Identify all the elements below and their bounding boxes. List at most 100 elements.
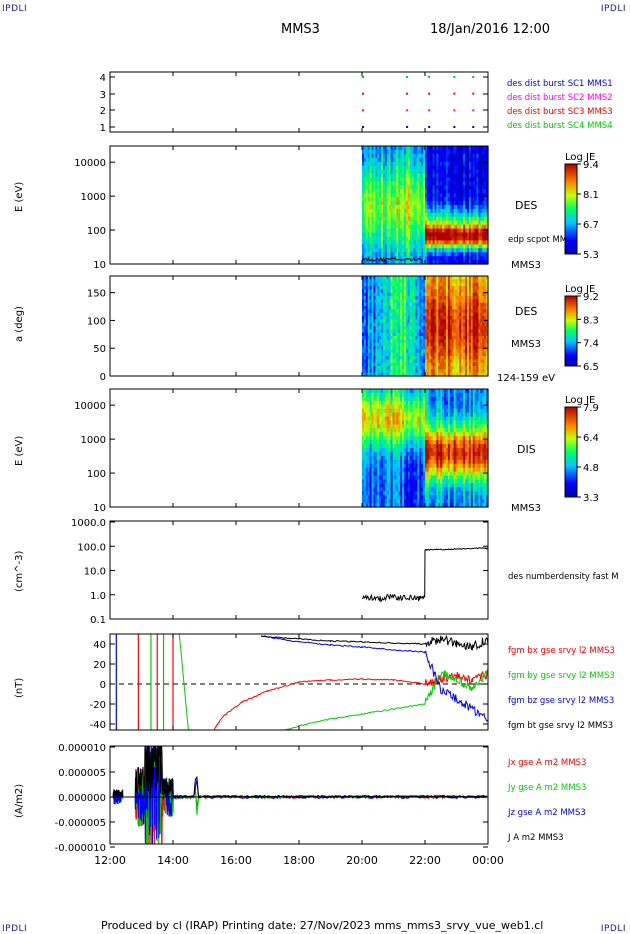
dis-energy-cell — [398, 483, 401, 488]
des-pitch-cell — [390, 306, 394, 310]
dis-energy-cell — [421, 495, 424, 500]
dis-energy-cell — [383, 471, 386, 477]
des-energy-cell — [365, 201, 369, 206]
des-energy-cell — [407, 252, 411, 257]
des-pitch-cell — [447, 306, 451, 310]
des-energy-cell — [394, 248, 397, 253]
des-pitch-cell — [451, 372, 455, 377]
dis-energy-cell — [381, 491, 384, 496]
des-energy-cell — [363, 189, 367, 194]
des-pitch-cell — [407, 282, 411, 287]
des-pitch-cell — [379, 319, 382, 324]
des-energy-cell — [423, 236, 426, 241]
des-energy-cell — [423, 205, 426, 210]
dis-energy-cell — [415, 459, 418, 465]
des-pitch-cell — [480, 286, 483, 290]
des-energy-cell — [425, 153, 428, 159]
des-energy-cell — [377, 146, 380, 151]
dis-energy-cell — [400, 392, 403, 398]
dis-energy-cell — [423, 424, 426, 429]
des-pitch-cell — [423, 346, 426, 350]
des-energy-cell — [446, 220, 449, 226]
des-energy-cell — [402, 181, 405, 186]
des-pitch-cell — [434, 296, 438, 300]
des-energy-cell — [478, 173, 481, 179]
des-energy-cell — [404, 232, 407, 238]
des-energy-cell — [453, 220, 457, 226]
des-pitch-cell — [451, 359, 455, 364]
des-pitch-cell — [384, 342, 388, 347]
des-pitch-cell — [367, 362, 371, 367]
des-pitch-cell — [419, 342, 422, 347]
des-pitch-cell — [423, 316, 426, 320]
des-pitch-cell — [379, 286, 382, 290]
des-pitch-cell — [405, 309, 409, 314]
des-energy-cell — [472, 165, 476, 171]
des-pitch-cell — [419, 306, 422, 310]
des-pitch-cell — [379, 309, 382, 314]
des-pitch-cell — [428, 352, 432, 357]
des-pitch-cell — [371, 356, 375, 360]
dis-energy-cell — [426, 404, 430, 410]
dis-energy-cell — [396, 455, 399, 461]
dis-energy-cell — [377, 420, 380, 425]
des-energy-cell — [383, 169, 386, 175]
des-pitch-cell — [451, 312, 455, 317]
des-pitch-cell — [409, 312, 413, 317]
des-energy-cell — [367, 181, 371, 186]
dis-energy-cell — [383, 479, 386, 484]
des-pitch-cell — [381, 322, 384, 327]
des-pitch-cell — [474, 279, 478, 284]
des-energy-cell — [402, 252, 405, 257]
dis-energy-cell — [363, 467, 367, 473]
des-energy-cell — [398, 220, 401, 226]
des-pitch-cell — [392, 336, 396, 340]
des-energy-cell — [384, 173, 388, 179]
des-energy-cell — [423, 220, 426, 226]
des-energy-cell — [425, 248, 428, 253]
des-energy-cell — [384, 240, 388, 245]
des-energy-cell — [436, 177, 439, 182]
des-energy-cell — [447, 244, 451, 249]
des-pitch-cell — [379, 302, 382, 307]
des-pitch-cell — [486, 369, 489, 374]
des-pitch-cell — [398, 306, 401, 310]
des-pitch-cell — [390, 329, 394, 334]
des-pitch-cell — [402, 289, 405, 294]
des-pitch-cell — [373, 309, 376, 314]
des-energy-cell — [425, 157, 428, 163]
des-energy-cell — [421, 173, 424, 179]
des-energy-cell — [392, 244, 396, 249]
des-energy-cell — [369, 220, 373, 226]
des-pitch-cell — [369, 369, 373, 374]
des-pitch-cell — [396, 282, 399, 287]
des-pitch-cell — [484, 276, 487, 280]
des-energy-cell — [426, 216, 430, 222]
des-energy-cell — [453, 216, 457, 222]
des-energy-cell — [381, 185, 384, 190]
dis-energy-cell — [421, 396, 424, 402]
dis-energy-cell — [417, 491, 420, 496]
des-pitch-cell — [468, 342, 472, 347]
des-pitch-cell — [457, 322, 460, 327]
dis-energy-cell — [407, 416, 411, 422]
des-energy-cell — [468, 153, 472, 159]
des-energy-cell — [388, 212, 392, 218]
dis-energy-cell — [362, 459, 365, 465]
des-pitch-cell — [425, 282, 428, 287]
des-energy-cell — [442, 181, 445, 186]
des-pitch-cell — [413, 332, 417, 337]
des-pitch-cell — [467, 309, 470, 314]
des-pitch-cell — [365, 312, 369, 317]
des-energy-cell — [413, 153, 417, 159]
des-pitch-cell — [474, 309, 478, 314]
des-pitch-cell — [447, 279, 451, 284]
dis-energy-cell — [425, 432, 428, 437]
des-energy-cell — [486, 236, 489, 241]
des-energy-cell — [415, 197, 418, 202]
dis-energy-cell — [417, 455, 420, 461]
dis-energy-cell — [363, 389, 367, 394]
des-pitch-cell — [434, 276, 438, 280]
des-energy-cell — [426, 248, 430, 253]
des-pitch-cell — [467, 342, 470, 347]
